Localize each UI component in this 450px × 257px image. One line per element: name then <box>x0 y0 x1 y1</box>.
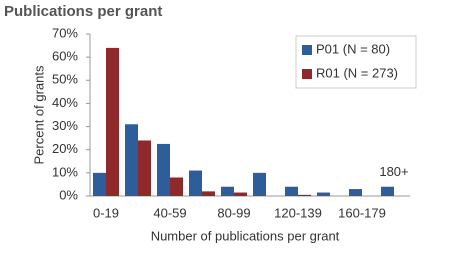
bar <box>202 191 215 196</box>
bar <box>125 124 138 196</box>
bar <box>285 186 298 196</box>
y-axis-label: Percent of grants <box>31 65 46 164</box>
bar <box>298 194 311 196</box>
legend-label: R01 (N = 273) <box>316 65 398 80</box>
y-tick-label: 60% <box>52 49 78 64</box>
y-tick-label: 10% <box>52 164 78 179</box>
bar <box>234 192 247 196</box>
bar <box>381 186 394 196</box>
legend-label: P01 (N = 80) <box>316 41 390 56</box>
x-tick-label: 40-59 <box>153 205 186 220</box>
legend-swatch <box>302 45 312 55</box>
bar <box>349 189 362 196</box>
x-tick-label: 120-139 <box>274 205 322 220</box>
bar <box>157 143 170 196</box>
bar <box>93 172 106 196</box>
x-tick-label: 80-99 <box>217 205 250 220</box>
x-tick-label: 0-19 <box>93 205 119 220</box>
x-axis-label: Number of publications per grant <box>151 228 340 243</box>
bar <box>221 186 234 196</box>
y-tick-label: 70% <box>52 25 78 40</box>
chart-title: Publications per grant <box>4 3 162 20</box>
bar <box>189 170 202 196</box>
x-tick-label: 160-179 <box>338 205 386 220</box>
bar <box>317 192 330 196</box>
y-tick-label: 20% <box>52 141 78 156</box>
y-tick-label: 30% <box>52 118 78 133</box>
legend-swatch <box>302 69 312 79</box>
bar <box>253 172 266 196</box>
bar <box>138 140 151 196</box>
bar <box>170 177 183 196</box>
annotation: 180+ <box>379 164 408 179</box>
y-tick-label: 0% <box>59 187 78 202</box>
bar <box>106 47 119 197</box>
y-tick-label: 40% <box>52 95 78 110</box>
y-tick-label: 50% <box>52 72 78 87</box>
legend-box <box>295 35 417 89</box>
